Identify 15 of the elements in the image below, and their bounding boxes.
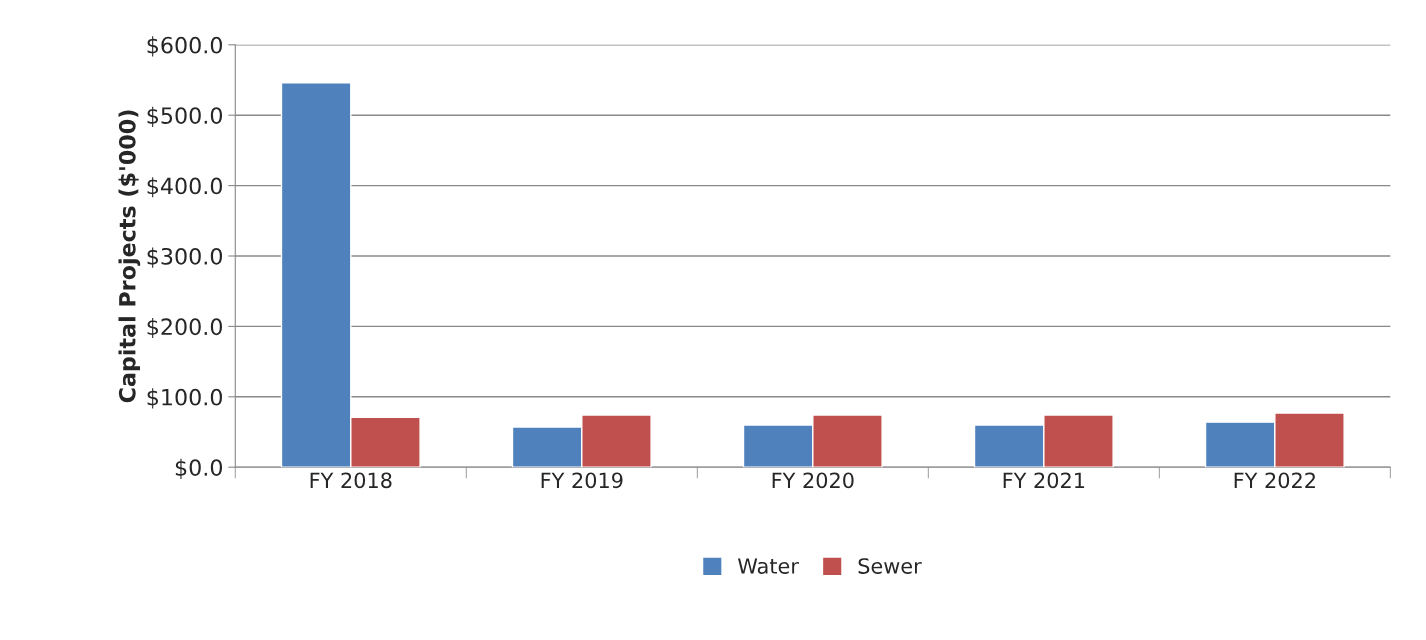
y-tick-label: $200.0 [147, 317, 223, 339]
y-tick-label: $600.0 [147, 36, 223, 57]
y-tick-label: $500.0 [147, 106, 223, 127]
y-tick-label: $0.0 [175, 458, 223, 479]
x-tick-label: FY 2018 [310, 472, 392, 489]
x-tick-label: FY 2020 [772, 472, 854, 489]
legend-label: Water [737, 558, 799, 574]
y-tick-label: $100.0 [147, 388, 223, 409]
legend-label: Sewer [858, 558, 922, 574]
x-tick-label: FY 2019 [541, 472, 623, 489]
y-axis-title: Capital Projects ($'000) [118, 110, 141, 403]
y-tick-label: $300.0 [147, 247, 223, 268]
y-tick-label: $400.0 [147, 177, 223, 198]
x-tick-label: FY 2021 [1003, 472, 1085, 489]
x-tick-label: FY 2022 [1234, 472, 1315, 489]
